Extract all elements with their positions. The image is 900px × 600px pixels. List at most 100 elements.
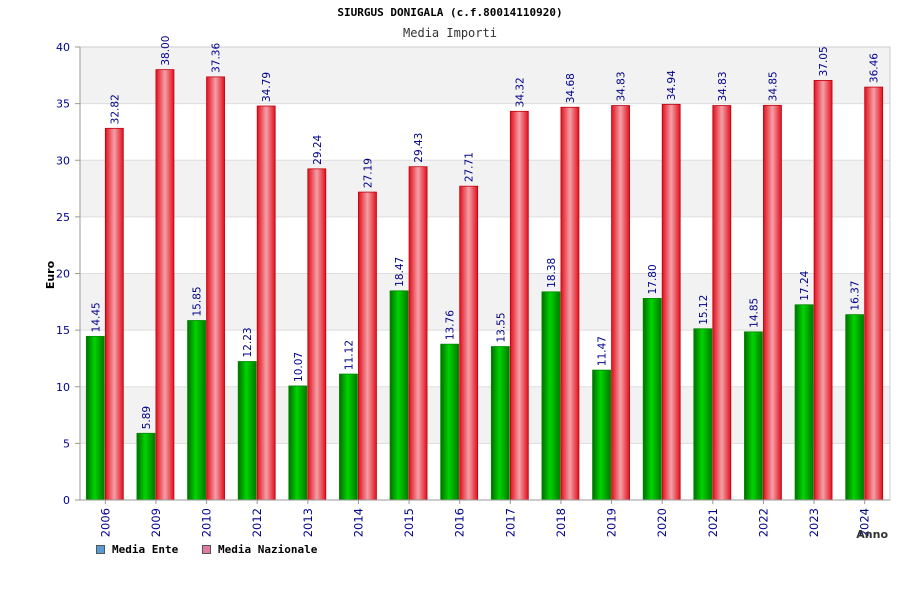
- bar-media-nazionale: [509, 110, 529, 501]
- bar-value-label: 34.32: [514, 77, 526, 107]
- bar-media-nazionale: [256, 105, 276, 501]
- x-tick-label: 2024: [858, 508, 872, 537]
- x-tick-label: 2022: [756, 508, 770, 537]
- bar-media-nazionale: [560, 106, 580, 501]
- chart-subtitle: Media Importi: [403, 26, 497, 40]
- bar-value-label: 34.85: [767, 71, 779, 101]
- bar-value-label: 29.43: [413, 133, 425, 163]
- bar-value-label: 5.89: [141, 406, 153, 429]
- bar-value-label: 34.68: [565, 73, 577, 103]
- bar-media-nazionale: [864, 86, 884, 501]
- bar-media-ente: [288, 385, 308, 501]
- legend-swatch-nazionale: [202, 545, 211, 554]
- bar-media-nazionale: [611, 105, 630, 501]
- x-tick-label: 2020: [655, 508, 669, 537]
- bar-media-ente: [744, 331, 763, 501]
- bar-media-ente: [642, 298, 662, 501]
- bar-value-label: 34.83: [717, 71, 729, 101]
- y-tick-label: 40: [56, 41, 70, 54]
- x-axis-label: Anno: [856, 528, 888, 541]
- y-tick-label: 30: [56, 154, 70, 167]
- bar-value-label: 17.24: [799, 270, 811, 300]
- bar-value-label: 18.38: [546, 258, 558, 288]
- bar-value-label: 29.24: [312, 134, 324, 164]
- bar-value-label: 27.19: [362, 158, 374, 188]
- bar-media-ente: [693, 328, 713, 501]
- bars: [85, 69, 884, 501]
- bar-media-nazionale: [206, 76, 225, 501]
- bar-media-ente: [592, 369, 611, 501]
- bar-value-label: 15.12: [698, 295, 710, 325]
- legend-label-nazionale: Media Nazionale: [218, 543, 318, 556]
- x-tick-label: 2023: [807, 508, 821, 537]
- y-axis: 0 5 10 15 20 25 30 35 40: [56, 41, 81, 507]
- bar-value-label: 15.85: [192, 286, 204, 316]
- x-tick-label: 2019: [605, 508, 619, 537]
- x-tick-label: 2006: [98, 508, 112, 537]
- y-tick-label: 35: [56, 98, 70, 111]
- chart-title: SIURGUS DONIGALA (c.f.80014110920): [337, 6, 563, 19]
- bar-media-ente: [237, 361, 257, 501]
- bar-value-label: 16.37: [850, 281, 862, 311]
- y-tick-label: 25: [56, 211, 70, 224]
- bar-media-ente: [136, 432, 156, 501]
- bar-media-nazionale: [155, 69, 175, 501]
- bar-media-ente: [845, 314, 865, 501]
- y-axis-label: Euro: [44, 260, 57, 289]
- bar-media-nazionale: [813, 80, 833, 501]
- y-tick-label: 15: [56, 324, 70, 337]
- x-axis: 2006 2009 2010 2012 2013 2014 2015 2016 2017 2018…: [80, 499, 890, 537]
- y-tick-label: 20: [56, 268, 70, 281]
- x-tick-label: 2010: [200, 508, 214, 537]
- bar-value-label: 34.83: [616, 71, 628, 101]
- x-tick-label: 2021: [706, 508, 720, 537]
- bar-media-nazionale: [408, 166, 428, 501]
- bar-value-label: 13.55: [495, 312, 507, 342]
- x-tick-label: 2009: [149, 508, 163, 537]
- bar-media-nazionale: [358, 191, 377, 501]
- bar-media-ente: [85, 335, 105, 501]
- legend-item-nazionale: Media Nazionale: [202, 543, 317, 556]
- bar-value-label: 17.80: [647, 264, 659, 294]
- y-tick-label: 10: [56, 381, 70, 394]
- bar-value-label: 14.85: [748, 298, 760, 328]
- bar-media-nazionale: [459, 185, 479, 501]
- bar-media-ente: [794, 304, 814, 501]
- bar-value-label: 13.76: [445, 310, 457, 340]
- bar-media-nazionale: [712, 105, 732, 501]
- bar-media-ente: [541, 291, 561, 501]
- bar-value-label: 12.23: [242, 327, 254, 357]
- bar-media-ente: [187, 320, 206, 501]
- bar-value-label: 38.00: [160, 36, 172, 66]
- legend-item-ente: Media Ente: [96, 543, 178, 556]
- y-tick-label: 5: [63, 437, 70, 450]
- x-tick-label: 2018: [554, 508, 568, 537]
- bar-value-label: 14.45: [90, 302, 102, 332]
- bar-value-label: 36.46: [869, 53, 881, 83]
- x-tick-label: 2013: [301, 508, 315, 537]
- bar-media-ente: [339, 373, 358, 501]
- bar-media-nazionale: [104, 127, 124, 501]
- legend-label-ente: Media Ente: [112, 543, 179, 556]
- bar-value-label: 34.94: [666, 70, 678, 100]
- x-tick-label: 2014: [351, 508, 365, 537]
- bar-media-ente: [389, 290, 409, 501]
- bar-value-label: 37.36: [211, 43, 223, 73]
- bar-media-nazionale: [661, 103, 681, 501]
- bar-value-label: 18.47: [394, 257, 406, 287]
- bar-value-label: 10.07: [293, 352, 305, 382]
- bar-value-label: 37.05: [818, 46, 830, 76]
- bar-media-ente: [440, 343, 460, 501]
- y-tick-label: 0: [63, 494, 70, 507]
- x-tick-label: 2015: [402, 508, 416, 537]
- bar-value-label: 27.71: [464, 152, 476, 182]
- bar-media-nazionale: [307, 168, 327, 501]
- bar-value-label: 11.12: [343, 340, 355, 370]
- x-tick-label: 2012: [250, 508, 264, 537]
- legend-swatch-ente: [96, 545, 105, 554]
- bar-value-labels: 14.45 32.82 5.89 38.00 15.85 37.36 12.23 34.79 1…: [90, 36, 880, 430]
- x-tick-label: 2017: [503, 508, 517, 537]
- bar-media-nazionale: [763, 104, 782, 501]
- bar-value-label: 32.82: [109, 94, 121, 124]
